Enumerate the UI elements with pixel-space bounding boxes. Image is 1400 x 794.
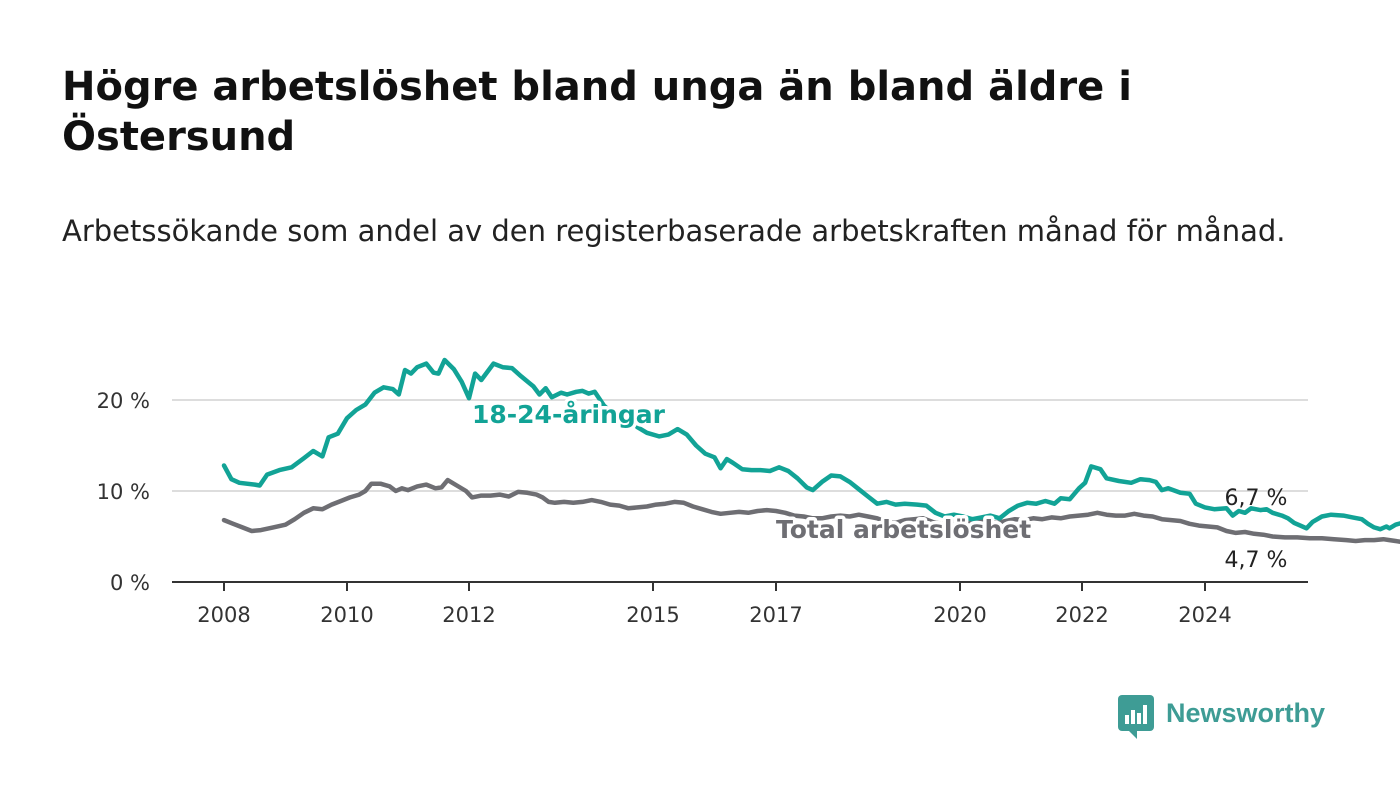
- x-tick-label: 2024: [1178, 603, 1231, 627]
- y-tick-label: 10 %: [97, 480, 150, 504]
- chart-title: Högre arbetslöshet bland unga än bland ä…: [62, 64, 1132, 160]
- chart-subtitle: Arbetssökande som andel av den registerb…: [62, 214, 1286, 248]
- x-tick-label: 2010: [320, 603, 373, 627]
- y-tick-label: 20 %: [97, 389, 150, 413]
- x-tick-label: 2017: [749, 603, 802, 627]
- series-label-total: Total arbetslöshet: [776, 515, 1031, 544]
- newsworthy-logo: Newsworthy: [1118, 690, 1326, 739]
- newsworthy-logo-text: Newsworthy: [1166, 697, 1326, 728]
- y-axis-ticks: 0 % 10 % 20 %: [97, 389, 150, 595]
- series-line-total: [221, 477, 1400, 544]
- end-value-label-total: 4,7 %: [1225, 548, 1288, 573]
- end-value-label-18-24: 6,7 %: [1225, 486, 1288, 511]
- series-labels: 18-24-åringar Total arbetslöshet 6,7 % 4,7 …: [469, 397, 1288, 574]
- x-tick-label: 2020: [933, 603, 986, 627]
- x-tick-label: 2012: [442, 603, 495, 627]
- series-lines: [221, 357, 1400, 544]
- series-line-18-24: [221, 357, 1400, 532]
- x-tick-label: 2015: [626, 603, 679, 627]
- x-tick-label: 2008: [197, 603, 250, 627]
- x-axis-ticks: 2008 2010 2012 2015 2017 2020 2022 2024: [197, 582, 1232, 627]
- newsworthy-logo-icon: [1118, 695, 1154, 739]
- y-tick-label: 0 %: [110, 571, 150, 595]
- x-tick-label: 2022: [1055, 603, 1108, 627]
- series-label-18-24: 18-24-åringar: [472, 400, 666, 429]
